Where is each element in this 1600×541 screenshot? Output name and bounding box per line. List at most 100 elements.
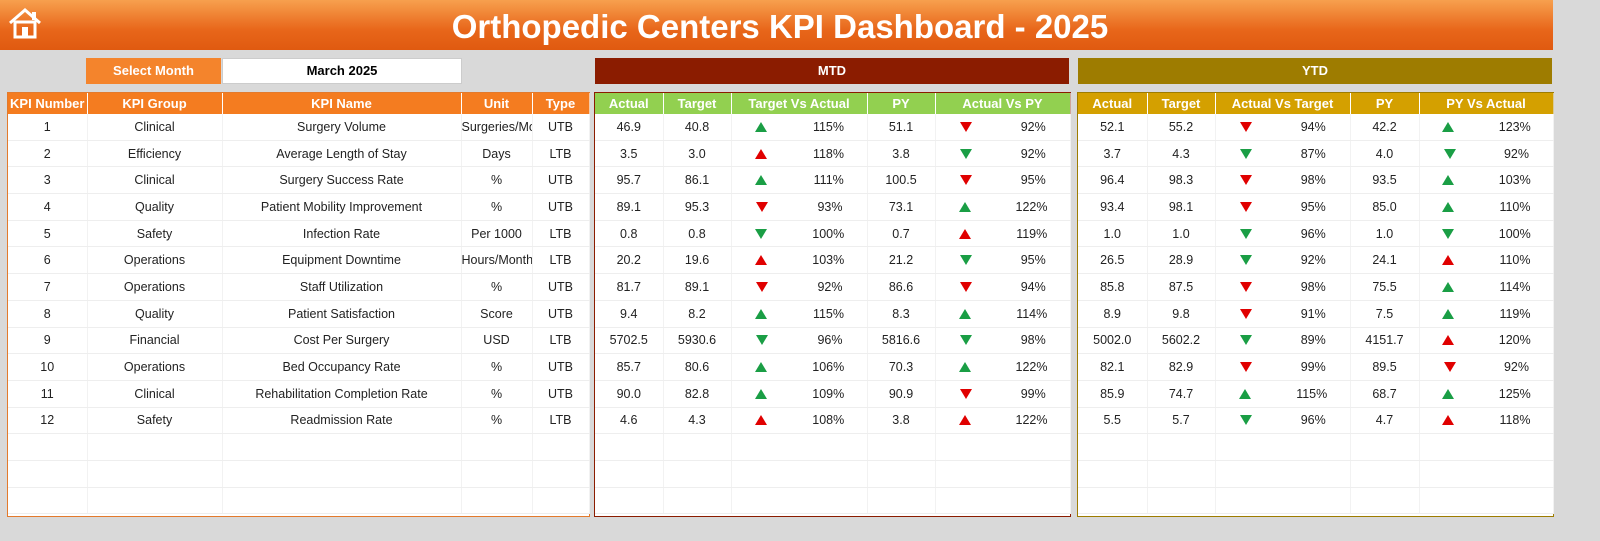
cell: 9 [8, 327, 88, 355]
arrow-down [1240, 121, 1253, 132]
cell: LTB [532, 407, 590, 435]
kpi-row: 82.1 82.9 99% 89.5 92% [1078, 353, 1554, 381]
empty-cell [1215, 433, 1351, 461]
kpi-row: 3.5 3.0 118% 3.8 92% [595, 140, 1071, 168]
arrow-down [1240, 362, 1253, 373]
cell: 3.7 [1078, 140, 1148, 168]
comparison-cell: 118% [731, 140, 868, 168]
empty-cell [461, 460, 533, 488]
comparison-cell: 106% [731, 353, 868, 381]
kpi-row: 9 Financial Cost Per Surgery USD LTB [8, 327, 590, 355]
cell: 1.0 [1350, 220, 1420, 248]
empty-cell [1350, 433, 1420, 461]
arrow-up [1442, 335, 1455, 346]
arrow-down [960, 148, 973, 159]
empty-cell [1078, 487, 1148, 515]
mtd-table: Actual Target Target Vs Actual PY Actual Vs … [595, 93, 1071, 515]
comparison: 125% [1420, 387, 1553, 401]
comparison-cell: 92% [731, 273, 868, 301]
arrow-down [960, 281, 973, 292]
arrow-up [1442, 121, 1455, 132]
percent: 110% [1499, 199, 1531, 214]
arrow-up [1442, 255, 1455, 266]
empty-cell [1078, 433, 1148, 461]
cell: 9.4 [595, 300, 664, 328]
cell: 40.8 [663, 114, 732, 141]
cell: 93.4 [1078, 193, 1148, 221]
cell: 4151.7 [1350, 327, 1420, 355]
cell: 89.1 [663, 273, 732, 301]
percent: 98% [1020, 333, 1046, 348]
kpi-row: 7 Operations Staff Utilization% UTB [8, 273, 590, 301]
cell: Operations [87, 273, 223, 301]
comparison-cell: 115% [731, 114, 868, 141]
cell: Days [461, 140, 533, 168]
cell: Surgery Success Rate [222, 166, 462, 195]
empty-cell [1419, 433, 1554, 461]
comparison-cell: 92% [1419, 140, 1554, 168]
mtd-header: MTD [595, 58, 1069, 84]
comparison: 109% [732, 387, 867, 401]
cell: Per 1000 [461, 220, 533, 248]
home-icon[interactable] [7, 6, 43, 40]
cell: 95.7 [595, 166, 664, 195]
cell: LTB [532, 140, 590, 168]
comparison-cell: 96% [1215, 220, 1351, 248]
kpi-row: 5.5 5.7 96% 4.7 118% [1078, 407, 1554, 435]
comparison: 96% [732, 333, 867, 347]
percent: 125% [1498, 386, 1531, 401]
cell: 21.2 [867, 246, 936, 275]
percent: 108% [812, 413, 845, 428]
comparison-cell: 108% [731, 407, 868, 435]
comparison-cell: 120% [1419, 327, 1554, 355]
percent: 92% [817, 279, 843, 294]
column-header: PY Vs Actual [1419, 93, 1554, 114]
arrow-up [1442, 415, 1455, 426]
percent: 100% [1498, 226, 1531, 241]
comparison: 98% [936, 333, 1070, 347]
arrow-down [1240, 201, 1253, 212]
empty-cell [731, 487, 868, 515]
comparison-cell: 94% [935, 273, 1071, 301]
comparison-cell: 94% [1215, 114, 1351, 141]
cell: 4.3 [663, 407, 732, 435]
percent: 95% [1020, 253, 1046, 268]
cell: % [461, 193, 533, 221]
comparison: 110% [1420, 253, 1553, 267]
column-header: KPI Number [8, 93, 88, 114]
comparison-cell: 96% [1215, 407, 1351, 435]
percent: 110% [1499, 253, 1531, 268]
comparison: 93% [732, 200, 867, 214]
arrow-up [754, 388, 767, 399]
comparison-cell: 98% [1215, 273, 1351, 301]
comparison: 122% [936, 360, 1070, 374]
cell: 68.7 [1350, 380, 1420, 408]
cell: 4.7 [1350, 407, 1420, 435]
cell: 89.5 [1350, 353, 1420, 381]
comparison: 92% [936, 147, 1070, 161]
empty-cell [1147, 487, 1216, 515]
kpi-row: 4 Quality Patient Mobility Improvement% UTB [8, 193, 590, 221]
ytd-header: YTD [1078, 58, 1552, 84]
cell: UTB [532, 166, 590, 195]
arrow-up [754, 415, 767, 426]
comparison-cell: 118% [1419, 407, 1554, 435]
empty-cell [87, 460, 223, 488]
cell: 5.7 [1147, 407, 1216, 435]
kpi-row: 3.7 4.3 87% 4.0 92% [1078, 140, 1554, 168]
cell: Safety [87, 407, 223, 435]
cell: UTB [532, 353, 590, 381]
percent: 114% [1016, 306, 1048, 321]
percent: 95% [1020, 173, 1046, 188]
comparison-cell: 95% [935, 246, 1071, 275]
arrow-up [754, 308, 767, 319]
comparison: 94% [1216, 120, 1350, 134]
empty-cell [8, 487, 88, 515]
month-value[interactable]: March 2025 [222, 58, 462, 84]
arrow-down [1443, 362, 1456, 373]
cell: USD [461, 327, 533, 355]
percent: 111% [813, 173, 844, 188]
cell: 11 [8, 380, 88, 408]
cell: 82.8 [663, 380, 732, 408]
